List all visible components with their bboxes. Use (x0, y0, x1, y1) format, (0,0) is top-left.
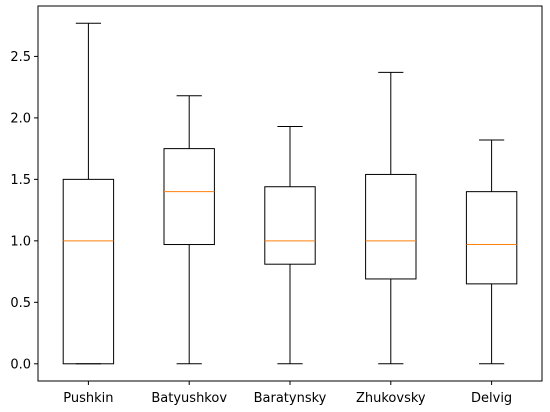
x-tick-label: Baratynsky (254, 391, 327, 406)
y-tick-label: 1.5 (10, 173, 31, 188)
box (365, 173, 417, 280)
box (62, 178, 115, 365)
box (264, 186, 316, 265)
x-tick-label: Zhukovsky (356, 391, 426, 406)
y-tick-label: 2.5 (10, 50, 31, 65)
box (465, 191, 518, 285)
box (163, 148, 215, 246)
x-tick-label: Batyushkov (151, 391, 227, 406)
y-tick-label: 1.0 (10, 234, 31, 249)
x-tick-label: Pushkin (63, 391, 113, 406)
y-tick-label: 0.0 (10, 357, 31, 372)
y-tick-label: 0.5 (10, 296, 31, 311)
y-tick-label: 2.0 (10, 111, 31, 126)
x-tick-label: Delvig (471, 391, 512, 406)
plot-area: 0.0 0.5 1.0 1.5 2.0 2.5 Pushkin Batyushkov Barat… (10, 5, 543, 406)
